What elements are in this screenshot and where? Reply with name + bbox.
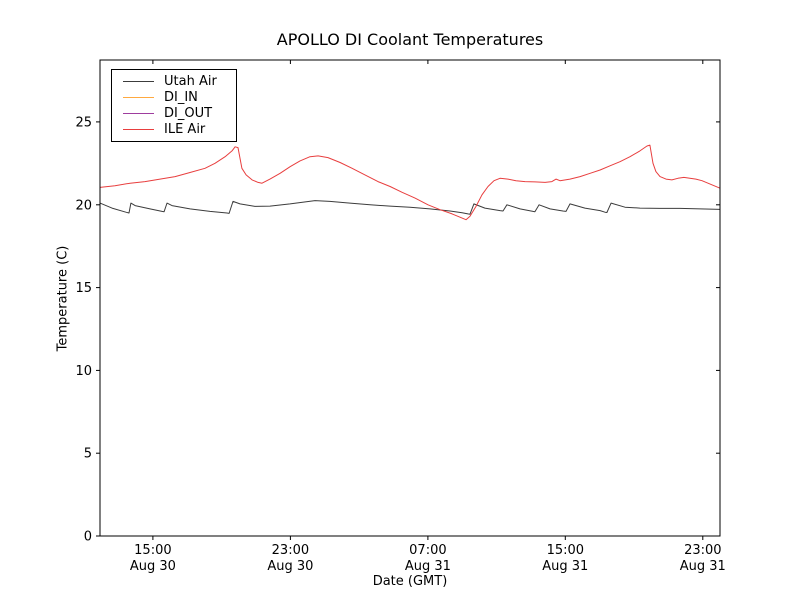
- x-tick-label-date: Aug 31: [405, 559, 451, 574]
- chart-title: APOLLO DI Coolant Temperatures: [276, 30, 544, 49]
- legend-label: DI_OUT: [164, 105, 213, 121]
- y-tick-label: 0: [84, 530, 92, 545]
- legend-label: DI_IN: [164, 89, 198, 105]
- legend: Utah Air DI_IN DI_OUT ILE Air: [111, 69, 237, 142]
- x-tick-label-time: 23:00: [272, 543, 309, 558]
- y-axis-label: Temperature (C): [55, 245, 71, 352]
- x-tick-label-time: 07:00: [409, 543, 446, 558]
- legend-item-di-out: DI_OUT: [112, 105, 236, 121]
- y-tick-label: 25: [75, 115, 92, 130]
- legend-item-utah-air: Utah Air: [112, 73, 236, 89]
- legend-label: ILE Air: [164, 121, 206, 137]
- y-tick-label: 20: [75, 198, 92, 213]
- legend-line-sample: [123, 112, 154, 114]
- series-line-ile-air: [99, 144, 721, 221]
- legend-line-sample: [123, 96, 154, 98]
- x-tick-label-date: Aug 30: [267, 559, 313, 574]
- y-tick-label: 10: [75, 364, 92, 379]
- legend-label: Utah Air: [164, 73, 217, 89]
- legend-item-di-in: DI_IN: [112, 89, 236, 105]
- x-tick-label-date: Aug 30: [130, 559, 176, 574]
- x-tick-label-time: 15:00: [134, 543, 171, 558]
- axes-frame: [99, 59, 721, 537]
- legend-line-sample: [123, 128, 154, 130]
- x-tick-label-time: 23:00: [684, 543, 721, 558]
- legend-item-ile-air: ILE Air: [112, 121, 236, 137]
- x-tick-label-time: 15:00: [547, 543, 584, 558]
- legend-line-sample: [123, 80, 154, 82]
- series-line-utah-air: [99, 200, 721, 215]
- x-tick-label-date: Aug 31: [680, 559, 726, 574]
- x-tick-label-date: Aug 31: [542, 559, 588, 574]
- y-tick-label: 15: [75, 281, 92, 296]
- x-axis-label: Date (GMT): [372, 574, 448, 589]
- y-tick-label: 5: [84, 447, 92, 462]
